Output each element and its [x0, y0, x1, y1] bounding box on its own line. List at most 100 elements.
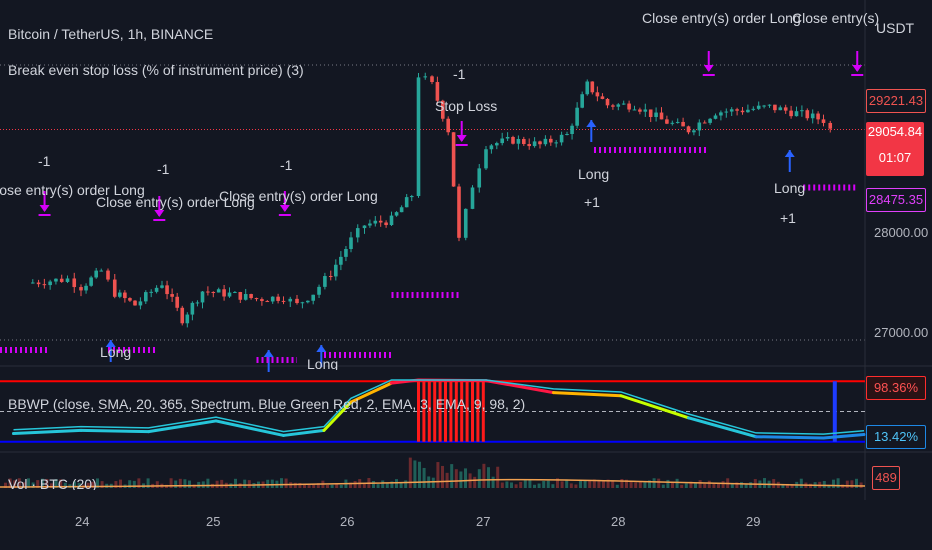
- volume-badge: 489: [872, 466, 900, 490]
- volume-bar: [418, 461, 421, 488]
- candle-body: [441, 100, 445, 119]
- candle-body: [773, 104, 777, 111]
- exit-qty-label-4: -1: [453, 66, 466, 82]
- candle-body: [713, 115, 718, 119]
- volume-bar: [459, 471, 463, 488]
- close-exit-arrowhead: [154, 210, 165, 217]
- bbwp-extreme-bar: [481, 381, 485, 442]
- volume-bar: [188, 480, 191, 488]
- volume-bar: [270, 479, 274, 488]
- candle-body: [611, 105, 615, 107]
- volume-bar: [652, 478, 656, 488]
- volume-bar: [266, 479, 270, 488]
- volume-bar: [312, 483, 316, 488]
- candle-body: [554, 142, 558, 144]
- volume-legend[interactable]: Vol · BTC (20): [8, 476, 97, 490]
- candle-body: [300, 302, 305, 304]
- volume-bar: [390, 481, 394, 488]
- volume-bar: [850, 480, 854, 488]
- volume-bar: [744, 483, 748, 488]
- volume-bar: [556, 478, 559, 488]
- strategy-legend[interactable]: Break even stop loss (% of instrument pr…: [8, 62, 304, 78]
- bar-countdown-badge: 01:07: [866, 142, 924, 176]
- volume-bar: [707, 480, 711, 488]
- candle-body: [570, 125, 574, 135]
- bbwp-low-extreme-bar: [832, 381, 837, 442]
- volume-bar: [169, 478, 173, 488]
- volume-bar: [220, 479, 224, 488]
- candle-body: [59, 278, 64, 282]
- stop-loss-label: Stop Loss: [435, 98, 498, 114]
- bbwp-extreme-bar: [465, 381, 469, 442]
- candle-body: [65, 278, 70, 282]
- time-tick-25: 25: [206, 514, 221, 529]
- exit-qty-label-1: -1: [38, 153, 51, 169]
- volume-bar: [27, 478, 30, 488]
- volume-bar: [565, 479, 569, 488]
- volume-bar: [353, 481, 357, 488]
- volume-bar: [482, 463, 486, 488]
- bbwp-line-segment: [79, 428, 150, 434]
- candle-body: [477, 168, 482, 188]
- candle-body: [99, 270, 104, 272]
- bbwp-line-segment: [282, 428, 326, 437]
- volume-bar: [114, 481, 118, 488]
- volume-bar: [638, 482, 642, 488]
- volume-bar: [91, 481, 95, 488]
- volume-bar: [514, 484, 518, 488]
- candle-body: [200, 291, 205, 303]
- candle-body: [686, 126, 691, 133]
- bbwp-legend[interactable]: BBWP (close, SMA, 20, 365, Spectrum, Blu…: [8, 396, 526, 412]
- candle-body: [729, 109, 734, 112]
- long-entry-arrowhead: [105, 340, 116, 347]
- volume-bar: [491, 476, 495, 488]
- close-exit-arrowhead: [456, 135, 467, 142]
- volume-bar: [385, 482, 389, 488]
- volume-bar: [523, 479, 527, 488]
- time-tick-24: 24: [75, 514, 90, 529]
- candle-body: [128, 298, 132, 301]
- volume-bar: [63, 482, 67, 488]
- candle-body: [180, 307, 185, 324]
- time-tick-29: 29: [746, 514, 761, 529]
- bbwp-line-segment: [214, 419, 285, 437]
- candle-body: [767, 104, 772, 106]
- candle-body: [484, 149, 488, 169]
- last-price-badge: 29054.84: [866, 122, 924, 142]
- volume-bar: [454, 469, 458, 488]
- volume-bar: [293, 482, 297, 488]
- volume-bar: [372, 481, 375, 488]
- volume-bar: [137, 478, 141, 488]
- volume-bar: [17, 478, 21, 488]
- volume-bar: [174, 480, 178, 488]
- candle-body: [238, 292, 243, 300]
- candle-body: [243, 294, 248, 300]
- volume-bar: [643, 482, 647, 488]
- volume-bar: [408, 457, 412, 488]
- candle-body: [94, 270, 98, 278]
- candle-body: [665, 119, 669, 124]
- volume-bar: [8, 478, 12, 488]
- candle-body: [276, 296, 280, 301]
- volume-bar: [128, 480, 132, 488]
- volume-bar: [510, 482, 513, 488]
- volume-bar: [441, 465, 444, 488]
- candle-body: [175, 296, 179, 308]
- candle-body: [735, 109, 739, 111]
- volume-bar: [316, 483, 320, 488]
- volume-bar: [836, 478, 840, 488]
- volume-bar: [362, 483, 366, 488]
- volume-bar: [588, 480, 592, 488]
- candle-body: [249, 294, 253, 299]
- candle-body: [505, 136, 510, 139]
- candle-body: [580, 94, 584, 108]
- bbwp-line-segment: [349, 381, 393, 404]
- candle-body: [756, 105, 761, 109]
- volume-bar: [183, 479, 187, 488]
- candle-body: [638, 109, 642, 112]
- candle-body: [559, 134, 564, 143]
- close-exit-arrowhead: [39, 205, 50, 212]
- candle-body: [339, 256, 343, 265]
- candle-body: [373, 220, 378, 224]
